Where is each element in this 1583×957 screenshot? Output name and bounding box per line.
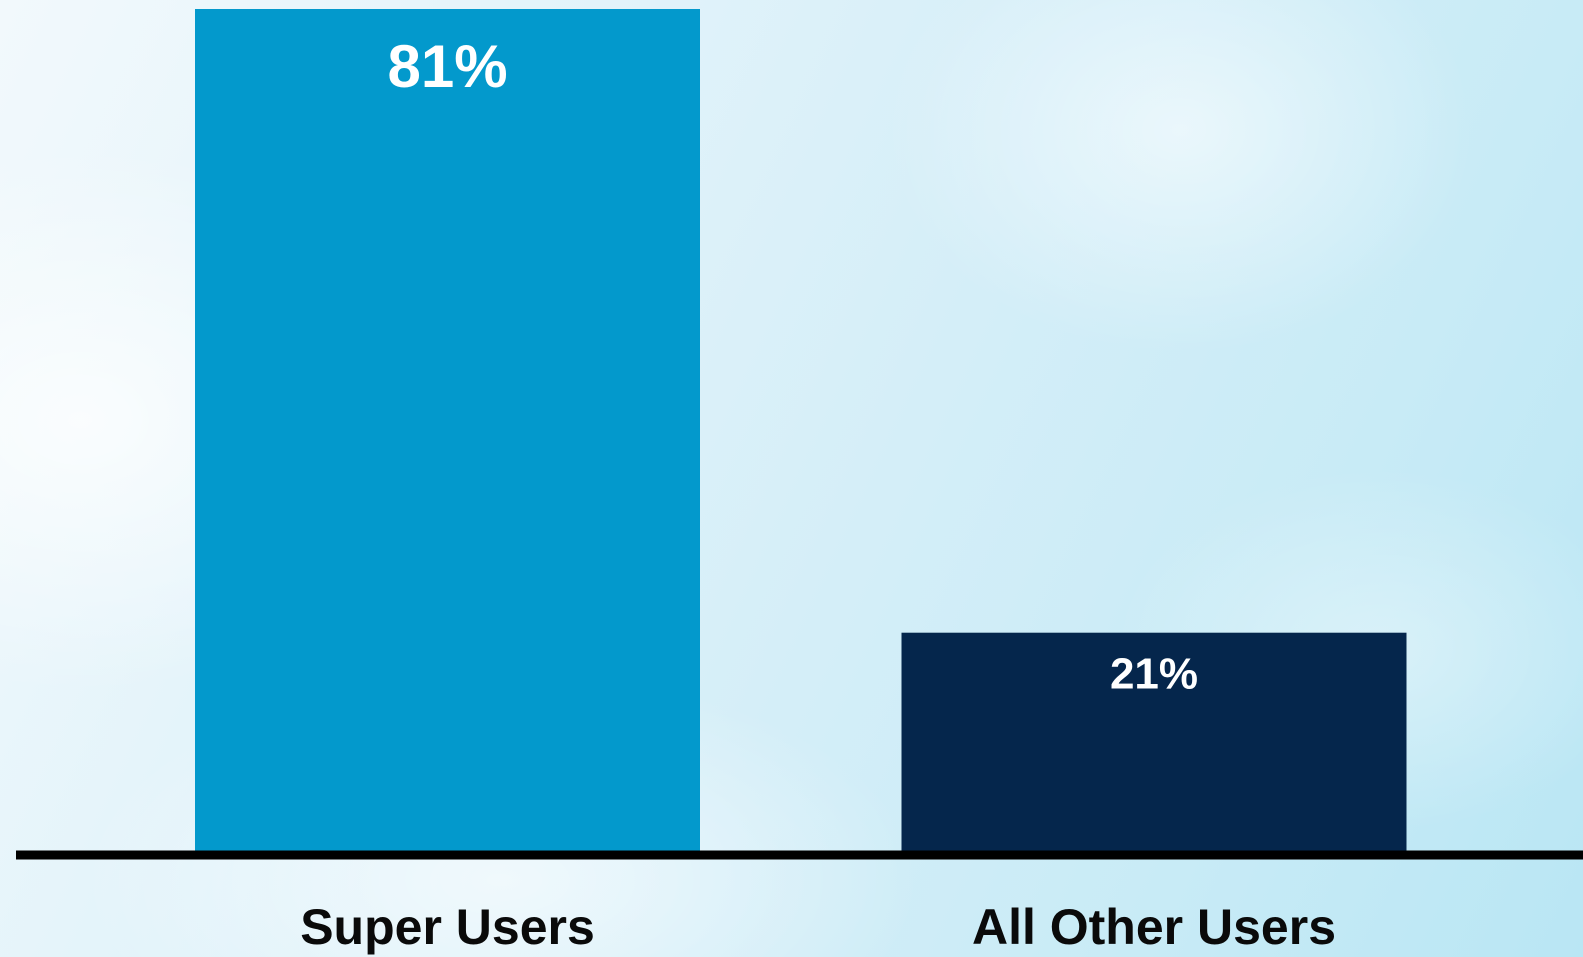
value-label-1: 81% <box>387 33 507 100</box>
value-label-2: 21% <box>1110 650 1198 699</box>
bar-all-other-users <box>901 632 1407 851</box>
bar-super-users <box>195 9 700 851</box>
category-labels-group: Super Users All Other Users <box>300 899 1336 955</box>
category-label-2: All Other Users <box>972 899 1336 955</box>
bars-group <box>195 9 1407 851</box>
category-label-1: Super Users <box>300 899 595 955</box>
value-labels-group: 81% 21% <box>387 33 1198 699</box>
